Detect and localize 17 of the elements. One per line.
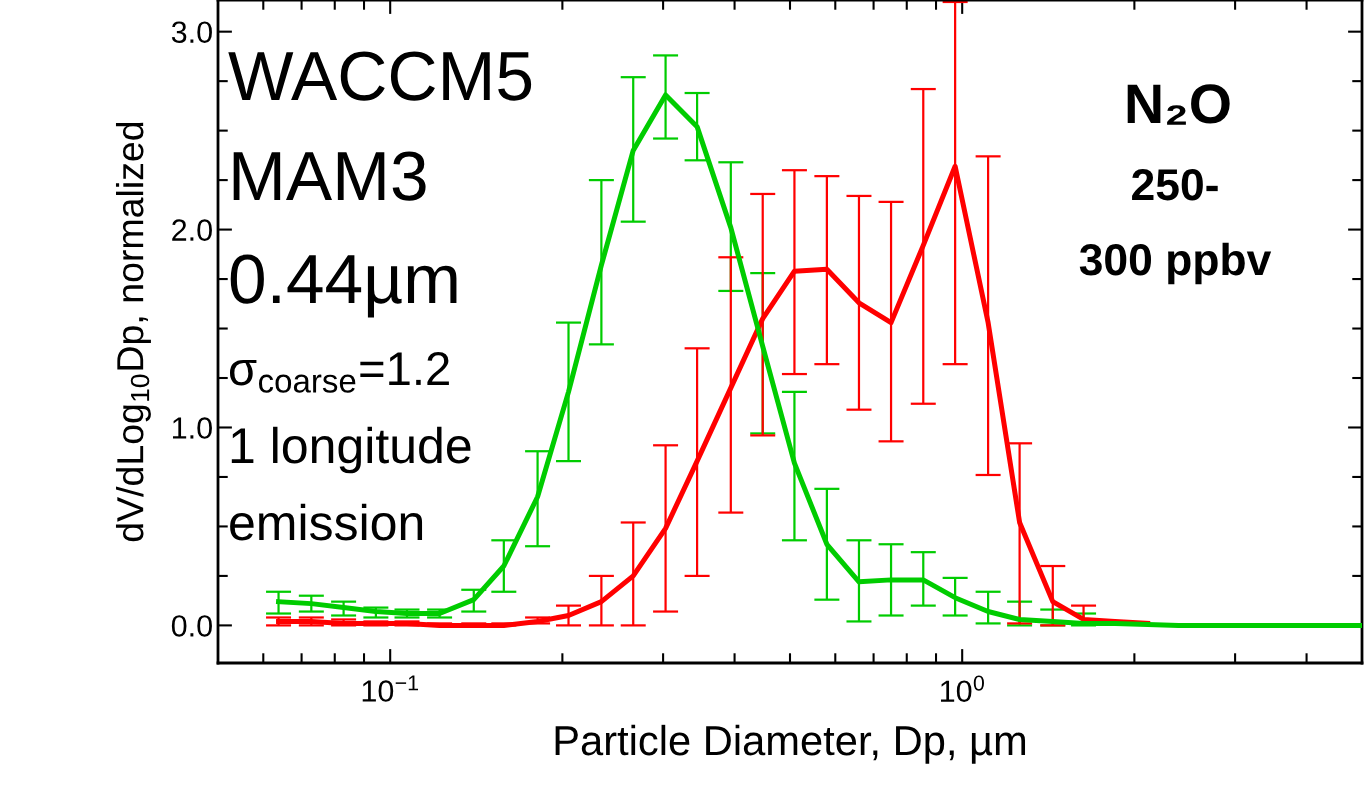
annotation: 1 longitude [231,426,471,474]
annotation: N₂O [1127,84,1230,125]
x-axis-title: Particle Diameter, Dp, µm [555,724,1026,764]
y-tick-label: 2.0 [172,219,212,241]
annotation: WACCM5 [228,51,532,101]
x-tick-label: 10$^{−1}$ [362,675,419,702]
annotation: emission [230,503,423,541]
annotation: 300 ppbv [1079,242,1272,285]
y-tick-label: 3.0 [171,21,212,44]
annotation: σ$_{coarse}$=1.2 [229,351,449,393]
annotation: 0.44µm [230,254,457,318]
x-tick-label: 10$^{0}$ [940,675,984,703]
annotation: 250- [1132,168,1218,201]
y-axis-title: dV/dLog$_{10}$Dp, normalized [115,122,151,542]
y-tick-label: 1.0 [173,417,212,439]
annotation: MAM3 [233,151,426,201]
y-tick-label: 0.0 [171,615,212,637]
